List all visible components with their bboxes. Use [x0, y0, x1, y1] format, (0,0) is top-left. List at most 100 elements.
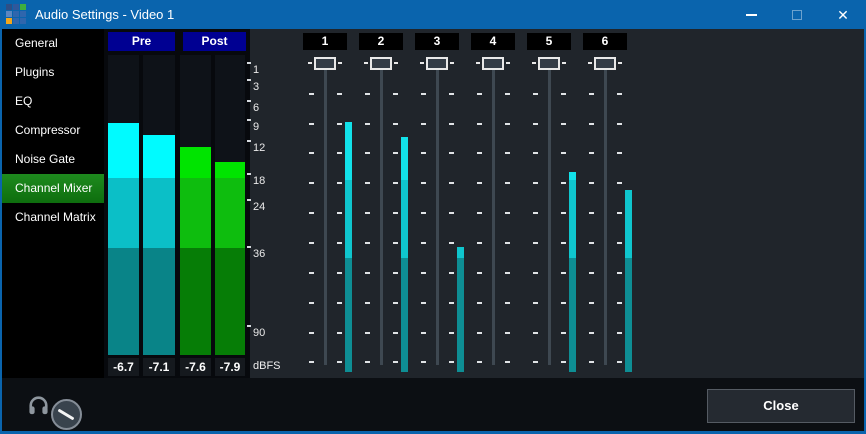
logo-square-5: [20, 11, 26, 17]
tick-dash: [477, 212, 482, 214]
tick-dash: [477, 361, 482, 363]
channel-4-slider-handle[interactable]: [482, 57, 504, 70]
tick-dash: [617, 152, 622, 154]
tick-dash: [533, 272, 538, 274]
tick-dash: [505, 361, 510, 363]
channel-6-slider-track[interactable]: [604, 63, 607, 365]
tick-dash: [617, 212, 622, 214]
knob-indicator: [57, 408, 75, 421]
tick-dash: [393, 272, 398, 274]
tick-dash: [533, 302, 538, 304]
tick-dash: [337, 242, 342, 244]
app-logo-icon: [6, 4, 26, 24]
channel-5-slider-track[interactable]: [548, 63, 551, 365]
sidebar-item-channel-matrix[interactable]: Channel Matrix: [15, 210, 96, 224]
slider-tick-left: [588, 62, 592, 64]
tick-dash: [337, 332, 342, 334]
tick-dash: [477, 152, 482, 154]
channel-3-slider-track[interactable]: [436, 63, 439, 365]
tick-dash: [365, 332, 370, 334]
sidebar-item-plugins[interactable]: Plugins: [15, 65, 55, 79]
tick-dash: [505, 123, 510, 125]
tick-dash: [533, 93, 538, 95]
tick-dash: [421, 272, 426, 274]
slider-tick-right: [506, 62, 510, 64]
tick-dash: [477, 302, 482, 304]
tick-dash: [365, 361, 370, 363]
slider-tick-right: [338, 62, 342, 64]
tick-dash: [365, 272, 370, 274]
channel-3-slider-handle[interactable]: [426, 57, 448, 70]
scale-tick-24: [247, 199, 251, 201]
channel-2-slider-handle[interactable]: [370, 57, 392, 70]
tick-dash: [365, 93, 370, 95]
tick-dash: [617, 93, 622, 95]
channel-6-slider-handle[interactable]: [594, 57, 616, 70]
tick-dash: [505, 152, 510, 154]
monitor-volume-knob[interactable]: [51, 399, 82, 430]
channel-1-slider-track[interactable]: [324, 63, 327, 365]
tick-dash: [449, 182, 454, 184]
tick-dash: [505, 93, 510, 95]
sidebar: General Plugins EQ Compressor Noise Gate Chan…: [2, 29, 104, 378]
tick-dash: [477, 182, 482, 184]
tick-dash: [589, 93, 594, 95]
tick-dash: [533, 123, 538, 125]
tick-dash: [337, 302, 342, 304]
sidebar-item-general[interactable]: General: [15, 36, 58, 50]
channel-4-slider-track[interactable]: [492, 63, 495, 365]
scale-label-9: 9: [253, 121, 260, 133]
tick-dash: [505, 302, 510, 304]
tick-dash: [477, 123, 482, 125]
tick-dash: [589, 242, 594, 244]
sidebar-item-noise-gate[interactable]: Noise Gate: [15, 152, 76, 166]
channel-1-slider-handle[interactable]: [314, 57, 336, 70]
scale-label-18: 18: [253, 175, 266, 187]
tick-dash: [421, 93, 426, 95]
tick-dash: [393, 182, 398, 184]
tick-dash: [421, 182, 426, 184]
scale-label-6: 6: [253, 102, 260, 114]
tick-dash: [365, 152, 370, 154]
logo-square-4: [13, 11, 19, 17]
tick-dash: [449, 302, 454, 304]
pre-meter-button[interactable]: Pre: [108, 32, 175, 51]
slider-tick-left: [364, 62, 368, 64]
sidebar-item-channel-mixer[interactable]: Channel Mixer: [2, 174, 104, 203]
logo-square-0: [6, 4, 12, 10]
tick-dash: [533, 332, 538, 334]
slider-tick-left: [420, 62, 424, 64]
scale-tick-9: [247, 119, 251, 121]
tick-dash: [309, 182, 314, 184]
channel-5-slider-handle[interactable]: [538, 57, 560, 70]
channel-2-slider-track[interactable]: [380, 63, 383, 365]
close-window-button[interactable]: ✕: [820, 0, 866, 29]
channel-5-header: 5: [527, 33, 571, 50]
tick-dash: [617, 361, 622, 363]
channel-3-meter: [457, 247, 464, 372]
tick-dash: [477, 93, 482, 95]
logo-square-3: [6, 11, 12, 17]
scale-tick-12: [247, 140, 251, 142]
channel-1-header: 1: [303, 33, 347, 50]
sidebar-item-compressor[interactable]: Compressor: [15, 123, 81, 137]
tick-dash: [337, 152, 342, 154]
dbfs-unit-label: dBFS: [253, 360, 281, 372]
slider-tick-right: [450, 62, 454, 64]
maximize-button[interactable]: [774, 0, 820, 29]
minimize-button[interactable]: [728, 0, 774, 29]
tick-dash: [561, 272, 566, 274]
post-meter-button[interactable]: Post: [183, 32, 246, 51]
tick-dash: [477, 272, 482, 274]
logo-square-8: [20, 18, 26, 24]
tick-dash: [533, 242, 538, 244]
tick-dash: [617, 332, 622, 334]
tick-dash: [421, 361, 426, 363]
sidebar-item-eq[interactable]: EQ: [15, 94, 33, 108]
tick-dash: [337, 212, 342, 214]
tick-dash: [477, 332, 482, 334]
tick-dash: [505, 332, 510, 334]
tick-dash: [617, 123, 622, 125]
headphones-icon[interactable]: [28, 396, 49, 415]
close-button[interactable]: Close: [707, 389, 855, 423]
